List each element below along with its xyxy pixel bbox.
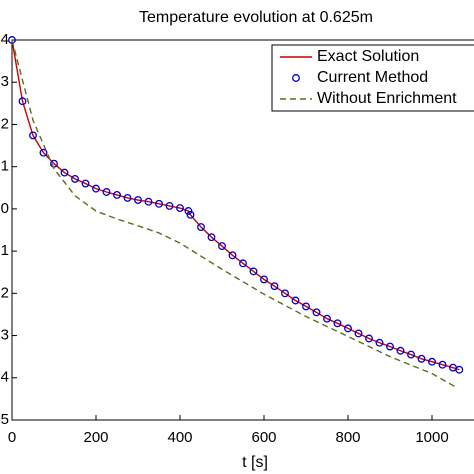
data-point — [176, 204, 184, 212]
data-point — [186, 210, 195, 219]
data-point — [375, 338, 384, 347]
data-point — [18, 97, 27, 106]
legend-marker — [292, 74, 300, 82]
x-tick-label: 800 — [335, 429, 360, 446]
y-tick-label: 2 — [1, 115, 9, 132]
y-tick-label: 3 — [1, 73, 9, 90]
legend-label: Current Method — [317, 69, 428, 86]
y-tick-label: -3 — [0, 327, 9, 344]
data-point — [197, 223, 205, 231]
data-point — [291, 296, 300, 305]
data-point — [344, 324, 352, 333]
data-point — [417, 354, 426, 363]
data-point — [333, 319, 342, 328]
y-tick-label: -1 — [0, 242, 9, 259]
data-point — [71, 174, 79, 183]
data-point — [144, 197, 153, 206]
data-point — [396, 346, 405, 355]
y-tick-label: -4 — [0, 369, 9, 386]
x-tick-label: 1000 — [415, 429, 448, 446]
data-point — [354, 329, 363, 338]
data-point — [50, 159, 58, 168]
x-tick-label: 200 — [83, 429, 108, 446]
data-point — [407, 350, 415, 359]
data-point — [165, 201, 174, 210]
data-point — [207, 233, 216, 242]
data-point — [281, 289, 289, 298]
data-point — [8, 36, 16, 44]
data-point — [323, 314, 331, 323]
data-point — [134, 196, 142, 204]
series-line — [11, 39, 458, 389]
legend-box — [271, 44, 474, 112]
data-point — [81, 179, 90, 188]
data-point — [365, 334, 373, 343]
y-tick-label: -2 — [0, 284, 9, 301]
data-point — [155, 199, 163, 208]
plot-frame — [11, 39, 474, 421]
x-tick-label: 600 — [251, 429, 276, 446]
data-point — [218, 242, 226, 250]
data-point — [228, 251, 237, 260]
data-point — [239, 259, 247, 268]
chart-title: Temperature evolution at 0.625m — [139, 9, 373, 26]
data-point — [270, 282, 279, 291]
data-point — [29, 131, 37, 140]
legend-label: Exact Solution — [317, 48, 419, 65]
y-tick-label: 0 — [1, 200, 9, 217]
data-point — [260, 275, 268, 284]
data-point — [386, 342, 394, 351]
data-point — [302, 302, 310, 311]
data-point — [102, 188, 111, 196]
data-point — [455, 365, 464, 374]
data-point — [113, 191, 121, 199]
y-tick-label: 4 — [1, 31, 9, 48]
data-point — [92, 184, 100, 193]
data-point — [123, 193, 132, 202]
data-point — [428, 357, 436, 366]
y-tick-label: 1 — [1, 158, 9, 175]
legend-label: Without Enrichment — [317, 90, 457, 107]
data-point — [60, 168, 69, 177]
data-point — [312, 308, 321, 317]
data-point — [438, 360, 447, 369]
data-point — [39, 148, 48, 157]
x-axis-label: t [s] — [242, 454, 268, 471]
data-point — [249, 267, 258, 276]
data-point — [184, 207, 193, 215]
x-tick-label: 0 — [8, 429, 16, 446]
y-tick-label: -5 — [0, 411, 9, 428]
x-tick-label: 400 — [167, 429, 192, 446]
